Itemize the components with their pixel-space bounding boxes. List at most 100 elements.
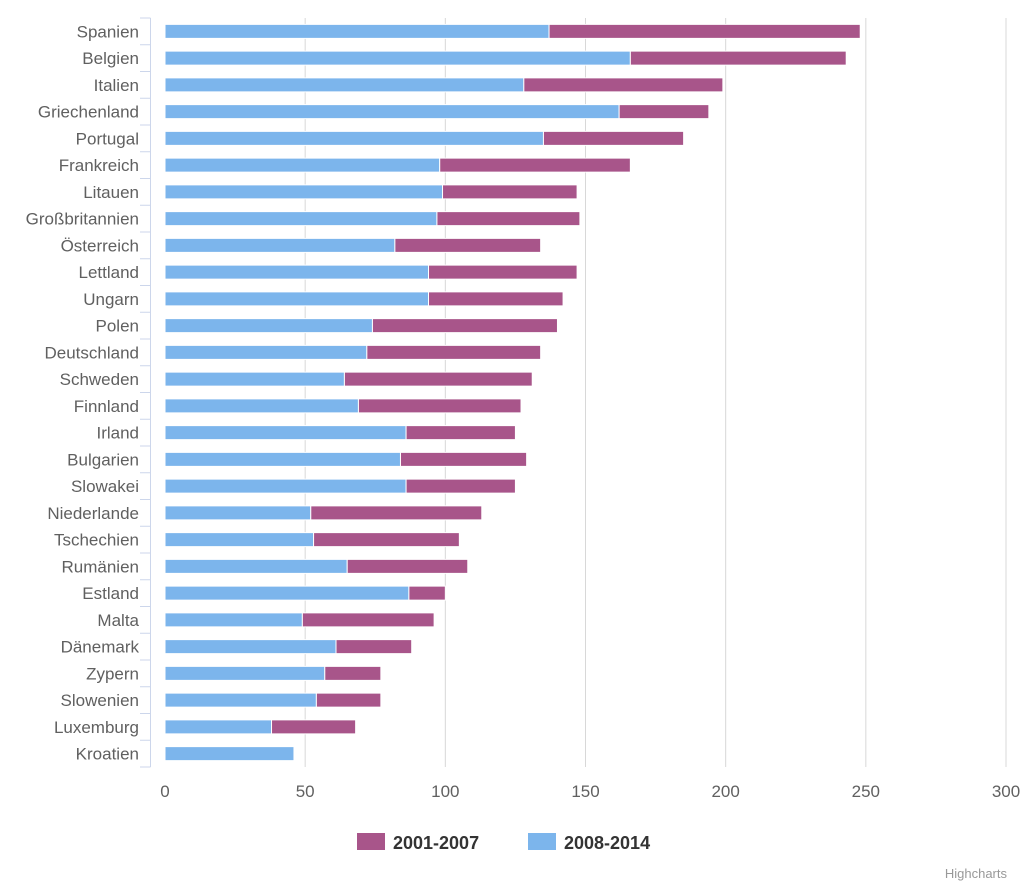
bar-segment[interactable] (394, 237, 542, 253)
value-tick-label: 150 (571, 782, 599, 801)
bar-segment[interactable] (405, 478, 516, 494)
bar-segment[interactable] (371, 318, 558, 334)
bar-segment[interactable] (164, 264, 430, 280)
category-label: Estland (82, 584, 139, 603)
category-label: Schweden (60, 370, 139, 389)
bar-segment[interactable] (164, 157, 441, 173)
bar-segment[interactable] (164, 451, 401, 467)
bar-segment[interactable] (399, 451, 528, 467)
grid-lines (304, 18, 1007, 767)
bar-segment[interactable] (164, 23, 550, 39)
category-label: Italien (94, 76, 139, 95)
bar-segment[interactable] (542, 130, 685, 146)
value-tick-label: 200 (711, 782, 739, 801)
category-label: Slowenien (61, 691, 139, 710)
legend-item[interactable]: 2008-2014 (528, 833, 650, 853)
category-label: Finnland (74, 397, 139, 416)
bar-segment[interactable] (442, 184, 578, 200)
category-label: Zypern (86, 664, 139, 683)
bar-segment[interactable] (164, 612, 303, 628)
category-axis: Spanien Belgien Italien Griechenland Portuga… (26, 17, 151, 768)
bar-segment[interactable] (164, 398, 359, 414)
category-label: Rumänien (62, 557, 140, 576)
category-label: Griechenland (38, 103, 139, 122)
bar-segment[interactable] (164, 558, 348, 574)
bar-segment[interactable] (164, 211, 438, 227)
bar-segment[interactable] (428, 291, 564, 307)
value-tick-label: 250 (852, 782, 880, 801)
bar-segment[interactable] (164, 665, 326, 681)
category-label: Portugal (76, 129, 139, 148)
category-label: Slowakei (71, 477, 139, 496)
bar-segment[interactable] (335, 639, 413, 655)
bar-segment[interactable] (439, 157, 631, 173)
bar-segment[interactable] (310, 505, 483, 521)
bar-segment[interactable] (324, 665, 382, 681)
bar-segment[interactable] (164, 639, 337, 655)
bar-series (164, 23, 861, 762)
category-label: Frankreich (59, 156, 139, 175)
bar-segment[interactable] (315, 692, 382, 708)
bar-segment[interactable] (164, 344, 368, 360)
category-label: Kroatien (76, 745, 139, 764)
value-tick-label: 0 (160, 782, 169, 801)
bar-segment[interactable] (164, 719, 273, 735)
legend-label[interactable]: 2008-2014 (564, 833, 650, 853)
bar-segment[interactable] (164, 746, 295, 762)
bar-segment[interactable] (164, 104, 620, 120)
bar-segment[interactable] (164, 532, 315, 548)
category-label: Belgien (82, 49, 139, 68)
bar-segment[interactable] (164, 478, 407, 494)
bar-segment[interactable] (629, 50, 847, 66)
credits-label[interactable]: Highcharts (945, 866, 1008, 881)
value-tick-label: 100 (431, 782, 459, 801)
category-label: Bulgarien (67, 450, 139, 469)
bar-segment[interactable] (523, 77, 724, 93)
category-label: Dänemark (61, 638, 140, 657)
bar-segment[interactable] (357, 398, 522, 414)
category-label: Tschechien (54, 531, 139, 550)
bar-segment[interactable] (164, 237, 396, 253)
bar-segment[interactable] (164, 505, 312, 521)
bar-segment[interactable] (164, 371, 345, 387)
legend-swatch[interactable] (528, 833, 556, 850)
legend[interactable]: 2001-2007 2008-2014 (357, 833, 650, 853)
bar-segment[interactable] (164, 318, 373, 334)
bar-segment[interactable] (428, 264, 578, 280)
bar-segment[interactable] (164, 50, 631, 66)
legend-item[interactable]: 2001-2007 (357, 833, 479, 853)
bar-segment[interactable] (618, 104, 710, 120)
bar-segment[interactable] (405, 425, 516, 441)
bar-segment[interactable] (164, 425, 407, 441)
category-label: Lettland (79, 263, 140, 282)
bar-segment[interactable] (301, 612, 435, 628)
bar-segment[interactable] (548, 23, 861, 39)
category-label: Malta (97, 611, 139, 630)
category-label: Irland (96, 424, 139, 443)
category-label: Ungarn (83, 290, 139, 309)
bar-segment[interactable] (313, 532, 460, 548)
category-label: Niederlande (47, 504, 139, 523)
bar-segment[interactable] (164, 77, 525, 93)
bar-segment[interactable] (164, 585, 410, 601)
category-label: Großbritannien (26, 210, 139, 229)
bar-segment[interactable] (366, 344, 542, 360)
bar-segment[interactable] (408, 585, 446, 601)
legend-swatch[interactable] (357, 833, 385, 850)
category-label: Österreich (61, 236, 139, 255)
bar-segment[interactable] (164, 130, 544, 146)
bar-segment[interactable] (271, 719, 357, 735)
category-label: Spanien (77, 22, 139, 41)
category-label: Polen (96, 317, 139, 336)
bar-segment[interactable] (343, 371, 533, 387)
category-label: Luxemburg (54, 718, 139, 737)
bar-segment[interactable] (346, 558, 469, 574)
bar-segment[interactable] (436, 211, 581, 227)
value-axis-ticks: 0 50 100 150 200 250 300 (160, 782, 1020, 801)
legend-label[interactable]: 2001-2007 (393, 833, 479, 853)
bar-segment[interactable] (164, 184, 444, 200)
value-tick-label: 300 (992, 782, 1020, 801)
category-label: Deutschland (44, 343, 139, 362)
bar-segment[interactable] (164, 291, 430, 307)
bar-segment[interactable] (164, 692, 317, 708)
